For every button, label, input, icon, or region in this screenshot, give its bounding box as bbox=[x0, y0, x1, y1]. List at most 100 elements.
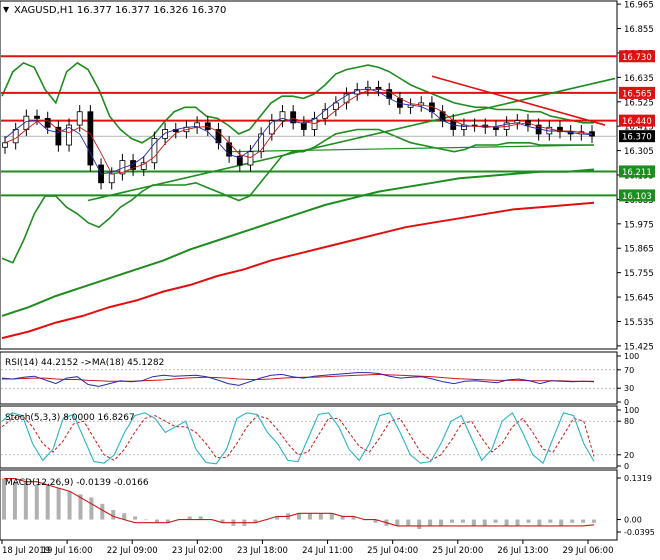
level-label: 16.103 bbox=[622, 192, 652, 202]
macd-histogram-bar bbox=[515, 519, 520, 526]
macd-histogram-bar bbox=[165, 519, 170, 523]
time-tick-label: 19 Jul 16:00 bbox=[42, 546, 93, 556]
level-label: 16.211 bbox=[622, 168, 652, 178]
macd-histogram-bar bbox=[504, 519, 509, 526]
uptrend-line bbox=[87, 77, 616, 202]
macd-signal-line bbox=[4, 478, 595, 527]
macd-histogram-bar bbox=[351, 516, 356, 520]
price-tick-label: 15.425 bbox=[624, 342, 654, 352]
candle-body bbox=[2, 142, 8, 148]
rsi-line bbox=[1, 372, 595, 387]
price-tick-label: 16.965 bbox=[624, 1, 654, 11]
time-tick-label: 18 Jul 2019 bbox=[2, 546, 50, 556]
macd-histogram-bar bbox=[297, 513, 301, 520]
stoch-header: Stoch(5,3,3) 8.0000 16.8267 bbox=[5, 413, 135, 423]
rsi-tick-label: 30 bbox=[624, 384, 634, 393]
price-tick-label: 16.855 bbox=[624, 25, 654, 35]
macd-tick-label: -0.0395 bbox=[624, 528, 655, 537]
level-label-box bbox=[619, 189, 655, 202]
macd-histogram-bar bbox=[198, 516, 203, 520]
macd-histogram-bar bbox=[275, 516, 280, 520]
candle-body bbox=[343, 93, 350, 104]
stoch-tick-label: 0 bbox=[624, 462, 629, 471]
candle-body bbox=[76, 111, 83, 126]
macd-histogram-bar bbox=[111, 510, 116, 520]
price-panel-frame bbox=[0, 0, 618, 350]
symbol-header: XAGUSD,H1 16.377 16.377 16.326 16.370 bbox=[14, 5, 226, 16]
support-resistance-levels bbox=[1, 55, 617, 197]
macd-indicator: 0.1319 0.00 -0.0395 bbox=[2, 474, 655, 537]
macd-histogram-bar bbox=[253, 519, 258, 523]
candle-body bbox=[300, 122, 307, 130]
candle-body bbox=[247, 151, 254, 166]
symbol-dropdown-icon[interactable]: ▼ bbox=[3, 5, 10, 14]
time-tick-label: 22 Jul 09:00 bbox=[107, 546, 158, 556]
macd-histogram-bar bbox=[154, 519, 159, 523]
macd-histogram-bar bbox=[67, 491, 72, 520]
time-tick-label: 25 Jul 20:00 bbox=[432, 546, 483, 556]
candle-body bbox=[34, 115, 40, 119]
trend-lines bbox=[87, 75, 616, 202]
stoch-tick-label: 100 bbox=[624, 406, 639, 415]
price-tick-label: 16.415 bbox=[624, 123, 654, 133]
macd-histogram-bar bbox=[45, 484, 50, 520]
macd-histogram-bar bbox=[122, 513, 127, 520]
price-candles bbox=[2, 80, 595, 190]
moving-averages bbox=[1, 168, 595, 340]
macd-histogram-bar bbox=[78, 494, 83, 520]
macd-histogram-bar bbox=[144, 519, 149, 521]
candle-body bbox=[151, 137, 158, 164]
candle-body bbox=[258, 133, 265, 153]
candle-body bbox=[55, 126, 62, 146]
price-tick-label: 15.535 bbox=[624, 318, 654, 328]
short-ma-red bbox=[4, 88, 593, 175]
macd-histogram-bar bbox=[34, 484, 39, 520]
price-tick-label: 15.755 bbox=[624, 269, 654, 279]
candle-body bbox=[108, 173, 115, 184]
macd-header: MACD(12,26,9) -0.0139 -0.0166 bbox=[5, 478, 149, 488]
macd-histogram-bar bbox=[89, 497, 94, 520]
candle-body bbox=[279, 111, 286, 122]
time-tick-label: 23 Jul 18:00 bbox=[237, 546, 288, 556]
current-price-box bbox=[619, 130, 655, 143]
macd-tick-label: 0.1319 bbox=[624, 474, 652, 483]
candle-body bbox=[66, 124, 72, 146]
candle-body bbox=[332, 102, 339, 110]
time-tick-label: 24 Jul 11:00 bbox=[302, 546, 353, 556]
rsi-tick-label: 70 bbox=[624, 366, 634, 375]
macd-histogram-bar bbox=[471, 519, 476, 526]
bollinger-upper bbox=[1, 61, 594, 144]
macd-tick-label: 0.00 bbox=[624, 516, 642, 525]
macd-histogram-bar bbox=[581, 519, 586, 523]
level-label-box bbox=[619, 50, 655, 63]
candle-body bbox=[162, 129, 168, 139]
macd-histogram-bar bbox=[548, 519, 553, 523]
level-label: 16.730 bbox=[622, 53, 652, 63]
rsi-header: RSI(14) 44.2152 ->MA(18) 45.1282 bbox=[5, 358, 164, 368]
macd-histogram-bar bbox=[493, 519, 498, 523]
rsi-tick-label: 0 bbox=[624, 398, 629, 407]
price-tick-label: 16.525 bbox=[624, 98, 654, 108]
candle-body bbox=[322, 109, 329, 119]
time-tick-label: 23 Jul 02:00 bbox=[172, 546, 223, 556]
macd-histogram-bar bbox=[318, 513, 323, 520]
time-tick-label: 29 Jul 06:00 bbox=[563, 546, 614, 556]
macd-histogram-bar bbox=[12, 481, 17, 520]
macd-histogram-bar bbox=[2, 478, 6, 520]
stoch-main-line bbox=[1, 411, 595, 465]
macd-histogram-bar bbox=[460, 519, 465, 523]
macd-histogram-bar bbox=[449, 519, 454, 523]
price-tick-label: 15.865 bbox=[624, 245, 654, 255]
macd-histogram-bar bbox=[439, 519, 444, 526]
level-labels: 16.730 16.565 16.440 16.211 16.103 16.370 bbox=[619, 50, 655, 202]
macd-histogram-bar bbox=[395, 519, 400, 526]
price-tick-label: 15.645 bbox=[624, 294, 654, 304]
macd-histogram-bar bbox=[23, 481, 28, 520]
macd-histogram-bar bbox=[220, 519, 225, 523]
macd-histogram-bar bbox=[406, 519, 411, 526]
price-tick-label: 15.975 bbox=[624, 220, 654, 230]
macd-histogram-bar bbox=[592, 519, 596, 523]
macd-histogram-bar bbox=[570, 519, 575, 523]
